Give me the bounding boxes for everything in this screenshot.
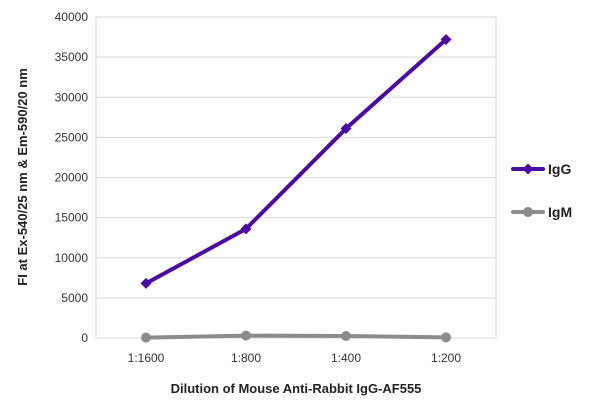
igg-data-point xyxy=(240,223,252,235)
igg-data-point xyxy=(340,123,352,135)
x-tick-label: 1:1600 xyxy=(128,351,165,365)
legend-label-igm: IgM xyxy=(548,204,572,220)
gridlines xyxy=(96,16,496,299)
igm-series-line xyxy=(144,333,448,340)
igm-data-point xyxy=(341,330,351,341)
y-tick-label: 35000 xyxy=(55,50,89,64)
legend-label-igg: IgG xyxy=(548,161,571,177)
y-tick-label: 30000 xyxy=(55,90,89,104)
x-tick-label: 1:400 xyxy=(331,351,361,365)
igm-data-point xyxy=(441,332,451,343)
y-tick-label: 20000 xyxy=(55,171,89,185)
x-tick-labels: 1:1600 1:800 1:400 1:200 xyxy=(128,351,462,365)
igg-data-point xyxy=(140,277,152,289)
y-tick-label: 5000 xyxy=(61,291,88,305)
x-tick-label: 1:800 xyxy=(231,351,261,365)
y-tick-label: 10000 xyxy=(55,251,89,265)
y-tick-labels: 0 5000 10000 15000 20000 25000 30000 35000 40000 xyxy=(55,10,89,345)
series-layer xyxy=(140,33,452,343)
y-tick-label: 25000 xyxy=(55,130,89,144)
y-tick-label: 0 xyxy=(81,331,88,345)
legend-marker-igg xyxy=(522,163,534,175)
igm-data-point xyxy=(241,330,251,341)
legend: IgG IgM xyxy=(511,161,572,220)
y-tick-label: 40000 xyxy=(55,10,89,24)
igg-data-point xyxy=(440,33,452,45)
legend-marker-igm xyxy=(523,207,533,217)
y-axis-title: FI at Ex-540/25 nm & Em-590/20 nm xyxy=(15,68,30,285)
x-axis-title: Dilution of Mouse Anti-Rabbit IgG-AF555 xyxy=(171,381,422,396)
x-tick-label: 1:200 xyxy=(431,351,461,365)
igm-data-point xyxy=(141,332,151,343)
y-tick-label: 15000 xyxy=(55,211,89,225)
igg-series-line xyxy=(144,37,448,286)
